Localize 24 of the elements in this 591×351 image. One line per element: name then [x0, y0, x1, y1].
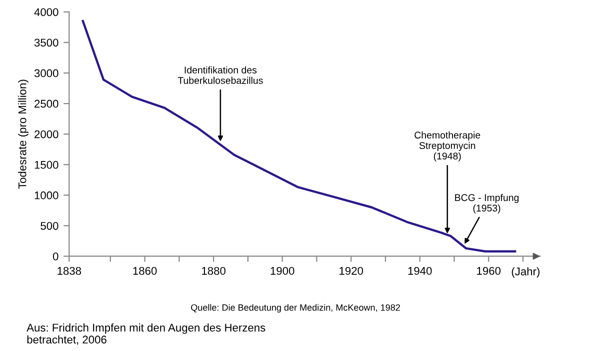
- y-tick-label: 2000: [34, 130, 58, 138]
- y-tick-label: 1000: [34, 191, 58, 200]
- source-note: Quelle: Die Bedeutung der Medizin, McKeown, 1982: [191, 304, 400, 313]
- line-series: [82, 20, 516, 252]
- annotation: Identifikation des Tuberkulosebazillus: [178, 66, 263, 84]
- y-tick-label: 3000: [34, 69, 58, 78]
- y-tick-label: 0: [52, 252, 58, 260]
- x-tick-label: 1900: [270, 266, 294, 275]
- annotation: Chemotherapie Streptomycin (1948): [414, 131, 480, 162]
- x-tick-label: 1838: [58, 266, 82, 275]
- x-tick-label: 1960: [477, 266, 501, 275]
- annotation: BCG - Impfung (1953): [455, 194, 519, 214]
- x-tick-label: 1940: [408, 266, 432, 275]
- y-tick-label: 500: [40, 222, 58, 230]
- y-tick-label: 3500: [34, 38, 58, 47]
- y-tick-label: 2500: [34, 100, 58, 108]
- y-tick-label: 1500: [34, 160, 58, 169]
- y-tick-label: 4000: [34, 8, 58, 16]
- x-axis-title: (Jahr): [512, 267, 540, 278]
- x-tick-label: 1880: [202, 266, 226, 275]
- y-axis-title: Todesrate (pro Million): [18, 80, 28, 189]
- x-tick-label: 1860: [133, 266, 157, 275]
- text: Aus: Fridrich Impfen mit den Augen des Herzens betrachtet, 2006: [26, 323, 266, 345]
- x-tick-label: 1920: [340, 266, 363, 275]
